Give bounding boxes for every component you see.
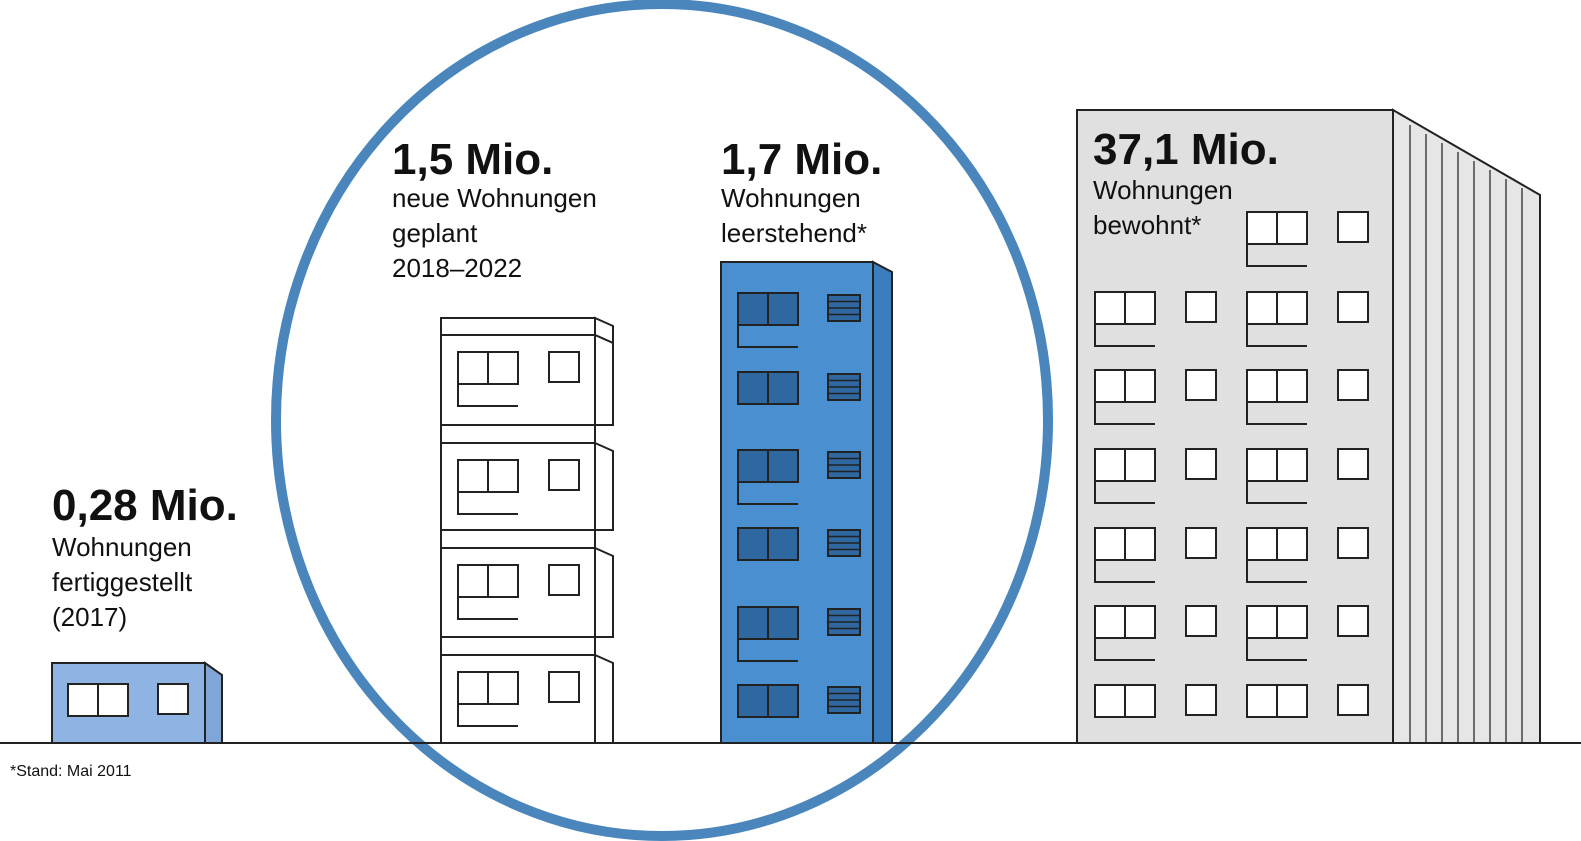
floor-side (594, 333, 614, 426)
value-label: 1,5 Mio. (392, 135, 553, 184)
ledge (440, 424, 596, 444)
window (1185, 684, 1217, 716)
window-frame (1094, 480, 1155, 504)
window (157, 683, 189, 715)
window-frame (737, 481, 798, 505)
description-line: 2018–2022 (392, 253, 522, 283)
window-frame (1094, 559, 1155, 583)
window-frame (1246, 480, 1307, 504)
description-line: leerstehend* (721, 218, 867, 248)
window (1337, 448, 1369, 480)
window-frame (457, 491, 518, 515)
description-line: (2017) (52, 602, 127, 632)
window (1185, 605, 1217, 637)
windows (67, 211, 1369, 727)
floor-side (594, 441, 614, 531)
description-line: bewohnt* (1093, 210, 1201, 240)
value-label: 1,7 Mio. (721, 135, 882, 184)
floor-side (594, 653, 614, 744)
window (1337, 369, 1369, 401)
window (1337, 527, 1369, 559)
description-line: fertiggestellt (52, 567, 193, 597)
building-vacant (720, 260, 893, 744)
window-frame (1246, 243, 1307, 267)
highlight-circle (271, 0, 1053, 841)
window (548, 459, 580, 491)
window-frame (1094, 637, 1155, 661)
window-frame (1246, 637, 1307, 661)
window (1185, 369, 1217, 401)
window-frame (457, 703, 518, 727)
ledge (440, 636, 596, 656)
value-label: 37,1 Mio. (1093, 125, 1279, 174)
cornice (440, 317, 596, 336)
description-line: Wohnungen (52, 532, 192, 562)
window (1185, 448, 1217, 480)
window-frame (737, 324, 798, 348)
window-frame (1246, 323, 1307, 347)
window-frame (1094, 401, 1155, 425)
window-frame (1094, 323, 1155, 347)
floor-side (594, 546, 614, 638)
window (548, 671, 580, 703)
window (1337, 605, 1369, 637)
window (548, 351, 580, 383)
building-occupied (1076, 108, 1541, 744)
description-line: geplant (392, 218, 478, 248)
window (1337, 211, 1369, 243)
window (548, 564, 580, 596)
window-frame (737, 638, 798, 662)
window-frame (457, 383, 518, 407)
footnote: *Stand: Mai 2011 (10, 763, 132, 780)
window-frame (1246, 559, 1307, 583)
window (1337, 684, 1369, 716)
description-line: Wohnungen (721, 183, 861, 213)
window (1337, 291, 1369, 323)
window (1185, 291, 1217, 323)
ledge (440, 529, 596, 549)
window (1185, 527, 1217, 559)
window-frame (457, 596, 518, 620)
value-label: 0,28 Mio. (52, 481, 238, 530)
window-frame (1246, 401, 1307, 425)
description-line: neue Wohnungen (392, 183, 597, 213)
description-line: Wohnungen (1093, 175, 1233, 205)
